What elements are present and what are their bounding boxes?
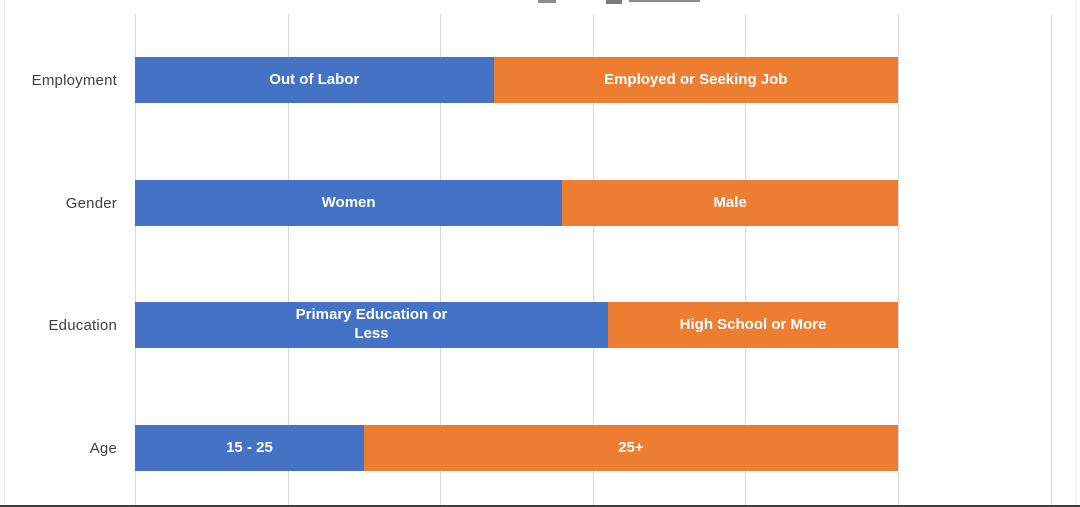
gridline [745,15,746,507]
gridline [135,15,136,507]
bar-segment-label: 25+ [618,438,644,456]
bar-segment-employed-or-seeking-job[interactable]: Employed or Seeking Job [493,57,898,103]
chart-row-age: Age 15 - 25 25+ [0,425,898,471]
bar-track: Out of Labor Employed or Seeking Job [135,57,898,103]
bar-segment-label: Male [713,193,747,211]
chart-frame-right-line [1076,0,1077,507]
bar-segment-label: Out of Labor [269,70,360,88]
bar-segment-25-plus[interactable]: 25+ [363,425,898,471]
bar-track: Women Male [135,180,898,226]
gridline [1051,15,1052,507]
bar-segment-label: Primary Education or Less [295,306,448,342]
title-underline-remnant [629,0,700,2]
bar-segment-out-of-labor[interactable]: Out of Labor [135,57,494,103]
chart-frame-left-line [4,0,5,507]
category-label: Education [48,316,117,334]
title-text-remnant-mark [538,0,556,3]
bar-track: 15 - 25 25+ [135,425,898,471]
category-label: Gender [65,194,117,212]
title-text-remnant-mark [606,0,622,4]
bar-segment-high-school-or-more[interactable]: High School or More [608,302,898,348]
chart-row-education: Education Primary Education or Less High… [0,302,898,348]
chart-row-gender: Gender Women Male [0,180,898,226]
bar-segment-label: High School or More [679,315,827,333]
screenshot-bottom-edge [0,505,1080,507]
bar-segment-label: Employed or Seeking Job [604,70,788,88]
chart-row-employment: Employment Out of Labor Employed or Seek… [0,57,898,103]
category-label: Employment [31,71,117,89]
category-label: Age [89,439,117,457]
bar-segment-male[interactable]: Male [562,180,898,226]
gridline [898,15,899,507]
gridline [593,15,594,507]
gridline [288,15,289,507]
gridline [440,15,441,507]
bar-segment-label: Women [321,193,376,211]
bar-segment-15-25[interactable]: 15 - 25 [135,425,364,471]
bar-segment-women[interactable]: Women [135,180,563,226]
bar-track: Primary Education or Less High School or… [135,302,898,348]
cutoff-chart-title [0,0,1080,6]
bar-segment-label: 15 - 25 [226,438,273,456]
bar-segment-primary-education-or-less[interactable]: Primary Education or Less [135,302,609,348]
